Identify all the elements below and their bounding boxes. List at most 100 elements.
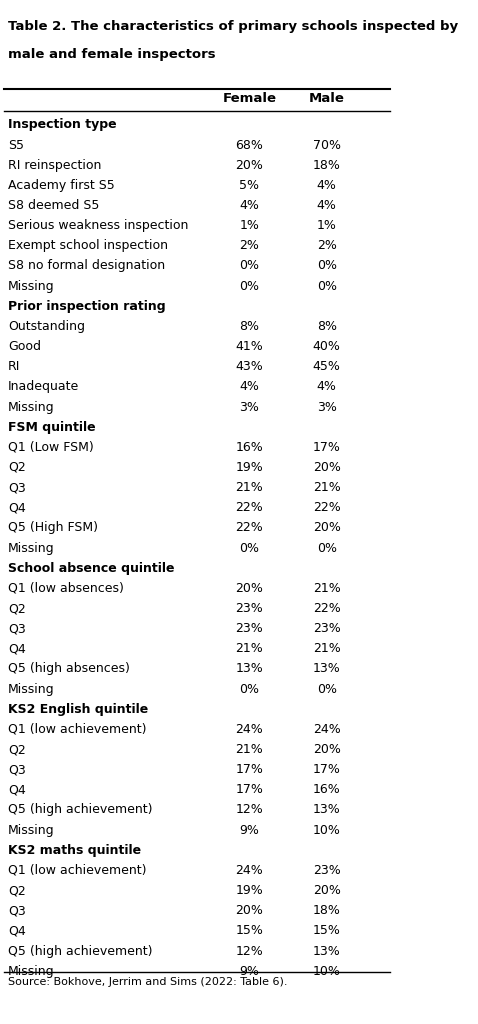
Text: 4%: 4% bbox=[239, 199, 260, 212]
Text: 2%: 2% bbox=[317, 240, 337, 252]
Text: 43%: 43% bbox=[236, 360, 263, 373]
Text: Q3: Q3 bbox=[8, 623, 26, 635]
Text: male and female inspectors: male and female inspectors bbox=[8, 48, 216, 60]
Text: 41%: 41% bbox=[236, 340, 263, 353]
Text: Female: Female bbox=[222, 92, 276, 105]
Text: 12%: 12% bbox=[236, 944, 263, 957]
Text: S5: S5 bbox=[8, 138, 24, 152]
Text: 3%: 3% bbox=[317, 400, 337, 414]
Text: Q3: Q3 bbox=[8, 481, 26, 495]
Text: 15%: 15% bbox=[236, 925, 263, 937]
Text: 20%: 20% bbox=[313, 521, 341, 535]
Text: 13%: 13% bbox=[313, 804, 341, 816]
Text: 23%: 23% bbox=[313, 623, 341, 635]
Text: Outstanding: Outstanding bbox=[8, 319, 85, 333]
Text: 23%: 23% bbox=[236, 602, 263, 615]
Text: Q3: Q3 bbox=[8, 904, 26, 918]
Text: 8%: 8% bbox=[317, 319, 337, 333]
Text: 20%: 20% bbox=[236, 582, 263, 595]
Text: 0%: 0% bbox=[317, 259, 337, 272]
Text: 9%: 9% bbox=[239, 965, 260, 978]
Text: Q4: Q4 bbox=[8, 925, 26, 937]
Text: Table 2. The characteristics of primary schools inspected by: Table 2. The characteristics of primary … bbox=[8, 20, 458, 34]
Text: KS2 English quintile: KS2 English quintile bbox=[8, 702, 148, 716]
Text: Q4: Q4 bbox=[8, 642, 26, 655]
Text: 5%: 5% bbox=[239, 179, 260, 191]
Text: 22%: 22% bbox=[313, 602, 341, 615]
Text: 13%: 13% bbox=[236, 663, 263, 676]
Text: 21%: 21% bbox=[313, 481, 341, 495]
Text: Source: Bokhove, Jerrim and Sims (2022: Table 6).: Source: Bokhove, Jerrim and Sims (2022: … bbox=[8, 977, 288, 987]
Text: Inadequate: Inadequate bbox=[8, 380, 79, 393]
Text: 3%: 3% bbox=[239, 400, 260, 414]
Text: 8%: 8% bbox=[239, 319, 260, 333]
Text: Q1 (Low FSM): Q1 (Low FSM) bbox=[8, 440, 94, 454]
Text: 17%: 17% bbox=[313, 440, 341, 454]
Text: RI reinspection: RI reinspection bbox=[8, 159, 101, 172]
Text: Q5 (high absences): Q5 (high absences) bbox=[8, 663, 130, 676]
Text: 0%: 0% bbox=[239, 542, 260, 555]
Text: 40%: 40% bbox=[313, 340, 341, 353]
Text: Serious weakness inspection: Serious weakness inspection bbox=[8, 219, 188, 232]
Text: Q1 (low achievement): Q1 (low achievement) bbox=[8, 723, 147, 736]
Text: 13%: 13% bbox=[313, 944, 341, 957]
Text: Exempt school inspection: Exempt school inspection bbox=[8, 240, 168, 252]
Text: Academy first S5: Academy first S5 bbox=[8, 179, 115, 191]
Text: 2%: 2% bbox=[239, 240, 260, 252]
Text: Missing: Missing bbox=[8, 542, 54, 555]
Text: 18%: 18% bbox=[313, 904, 341, 918]
Text: Missing: Missing bbox=[8, 280, 54, 293]
Text: 68%: 68% bbox=[236, 138, 263, 152]
Text: 4%: 4% bbox=[317, 199, 337, 212]
Text: 15%: 15% bbox=[313, 925, 341, 937]
Text: 19%: 19% bbox=[236, 461, 263, 474]
Text: 9%: 9% bbox=[239, 823, 260, 837]
Text: 21%: 21% bbox=[236, 481, 263, 495]
Text: Q1 (low absences): Q1 (low absences) bbox=[8, 582, 124, 595]
Text: Missing: Missing bbox=[8, 683, 54, 695]
Text: 20%: 20% bbox=[236, 904, 263, 918]
Text: 12%: 12% bbox=[236, 804, 263, 816]
Text: 17%: 17% bbox=[236, 763, 263, 776]
Text: 16%: 16% bbox=[236, 440, 263, 454]
Text: Q2: Q2 bbox=[8, 743, 26, 756]
Text: KS2 maths quintile: KS2 maths quintile bbox=[8, 844, 141, 857]
Text: 24%: 24% bbox=[313, 723, 341, 736]
Text: Q4: Q4 bbox=[8, 783, 26, 797]
Text: Q4: Q4 bbox=[8, 502, 26, 514]
Text: 4%: 4% bbox=[239, 380, 260, 393]
Text: Good: Good bbox=[8, 340, 41, 353]
Text: 23%: 23% bbox=[236, 623, 263, 635]
Text: School absence quintile: School absence quintile bbox=[8, 562, 174, 574]
Text: Prior inspection rating: Prior inspection rating bbox=[8, 300, 166, 312]
Text: 0%: 0% bbox=[239, 683, 260, 695]
Text: Q2: Q2 bbox=[8, 884, 26, 897]
Text: 17%: 17% bbox=[313, 763, 341, 776]
Text: 22%: 22% bbox=[236, 521, 263, 535]
Text: Inspection type: Inspection type bbox=[8, 119, 117, 131]
Text: 4%: 4% bbox=[317, 380, 337, 393]
Text: 45%: 45% bbox=[313, 360, 341, 373]
Text: 16%: 16% bbox=[313, 783, 341, 797]
Text: 24%: 24% bbox=[236, 723, 263, 736]
Text: 21%: 21% bbox=[313, 582, 341, 595]
Text: 4%: 4% bbox=[317, 179, 337, 191]
Text: Missing: Missing bbox=[8, 965, 54, 978]
Text: S8 no formal designation: S8 no formal designation bbox=[8, 259, 165, 272]
Text: Q3: Q3 bbox=[8, 763, 26, 776]
Text: 21%: 21% bbox=[236, 642, 263, 655]
Text: Missing: Missing bbox=[8, 400, 54, 414]
Text: 13%: 13% bbox=[313, 663, 341, 676]
Text: 0%: 0% bbox=[317, 280, 337, 293]
Text: 21%: 21% bbox=[313, 642, 341, 655]
Text: Q5 (high achievement): Q5 (high achievement) bbox=[8, 944, 152, 957]
Text: 20%: 20% bbox=[313, 743, 341, 756]
Text: 20%: 20% bbox=[313, 884, 341, 897]
Text: Q2: Q2 bbox=[8, 461, 26, 474]
Text: S8 deemed S5: S8 deemed S5 bbox=[8, 199, 99, 212]
Text: 22%: 22% bbox=[236, 502, 263, 514]
Text: 0%: 0% bbox=[239, 259, 260, 272]
Text: 22%: 22% bbox=[313, 502, 341, 514]
Text: 10%: 10% bbox=[313, 823, 341, 837]
Text: 10%: 10% bbox=[313, 965, 341, 978]
